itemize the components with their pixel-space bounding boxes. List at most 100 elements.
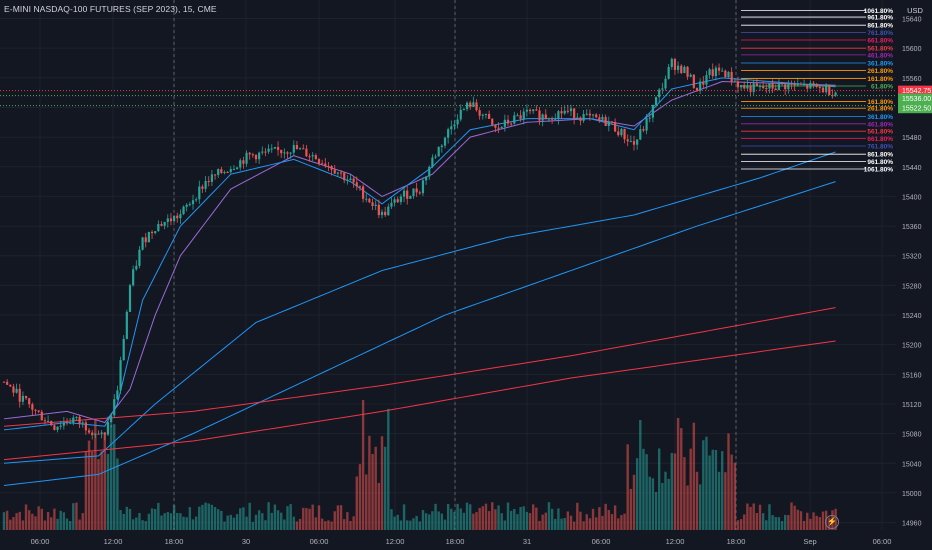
x-tick-label: 12:00: [386, 537, 405, 546]
volume-bar: [733, 462, 736, 530]
candle-body: [658, 89, 661, 98]
x-tick-label: 06:00: [592, 537, 611, 546]
candle-body: [207, 180, 210, 182]
candle-body: [56, 426, 59, 430]
volume-bar: [604, 503, 607, 530]
candle-body: [324, 163, 327, 166]
candle-body: [91, 432, 94, 436]
volume-bar: [799, 511, 803, 530]
candle-body: [166, 218, 169, 222]
volume-bar: [525, 511, 529, 530]
level-price-badge[interactable]: [898, 93, 932, 104]
candle-body: [236, 167, 239, 170]
volume-bar: [194, 516, 198, 530]
volume-bar: [406, 520, 409, 530]
candle-body: [384, 211, 387, 216]
candle-body: [264, 151, 267, 153]
volume-bar: [50, 517, 53, 530]
volume-bar: [308, 508, 311, 530]
candle-body: [182, 206, 185, 215]
volume-bar: [721, 451, 724, 530]
candle-body: [818, 86, 821, 88]
symbol-title[interactable]: E-MINI NASDAQ-100 FUTURES (SEP 2023), 15…: [4, 4, 217, 14]
candle-body: [65, 422, 69, 424]
candle-body: [371, 202, 374, 206]
candle-body: [705, 75, 708, 85]
candle-body: [2, 381, 6, 383]
volume-bar: [676, 417, 680, 530]
volume-bar: [541, 514, 544, 530]
volume-bar: [613, 505, 617, 530]
volume-bar: [242, 507, 245, 530]
candle-body: [229, 169, 232, 173]
fib-level-label: 661.80%: [867, 38, 893, 45]
volume-bar: [620, 515, 623, 530]
volume-bar: [629, 488, 633, 530]
y-tick-label: 15480: [902, 135, 922, 142]
candle-body: [355, 182, 358, 187]
fib-level-label: 161.80%: [867, 76, 893, 83]
volume-bar: [295, 521, 299, 530]
volume-bar: [59, 510, 62, 530]
candle-body: [362, 186, 365, 199]
volume-bar: [229, 514, 232, 530]
volume-bar: [462, 512, 466, 530]
level-price-badge[interactable]: [898, 103, 932, 114]
volume-bar: [610, 514, 614, 530]
volume-bar: [503, 520, 507, 530]
volume-bar: [768, 504, 771, 530]
volume-bar: [53, 508, 56, 530]
volume-bar: [692, 422, 696, 530]
fib-level-label: 761.80%: [867, 144, 893, 151]
volume-bar: [469, 504, 472, 530]
volume-bar: [374, 446, 377, 530]
candle-body: [727, 71, 730, 78]
volume-bar: [144, 521, 147, 530]
candle-body: [276, 146, 280, 150]
candle-body: [465, 102, 469, 110]
candle-body: [488, 114, 491, 119]
volume-bar: [412, 518, 415, 530]
candle-body: [428, 166, 431, 177]
volume-bar: [806, 512, 809, 530]
candle-body: [551, 118, 554, 120]
lightning-icon[interactable]: ⚡: [825, 515, 839, 529]
candle-body: [746, 85, 749, 89]
volume-bar: [623, 513, 626, 530]
x-tick-label: 18:00: [727, 537, 746, 546]
y-tick-label: 15240: [902, 313, 922, 320]
candle-body: [648, 117, 651, 119]
volume-bar: [78, 519, 81, 530]
candle-body: [179, 214, 182, 219]
level-price-badge-text: 15522.50: [902, 106, 931, 113]
volume-bar: [327, 520, 330, 530]
candle-body: [503, 119, 506, 127]
candle-body: [522, 111, 525, 119]
candle-body: [557, 111, 560, 119]
volume-bar: [645, 454, 648, 530]
volume-bar: [182, 516, 185, 530]
candle-body: [393, 199, 396, 203]
candle-body: [481, 114, 484, 116]
volume-bar: [730, 454, 733, 530]
candle-body: [406, 190, 409, 199]
volume-bar: [84, 451, 88, 530]
volume-bar: [207, 503, 210, 530]
candle-body: [374, 204, 377, 206]
candle-body: [790, 83, 793, 85]
volume-bar: [311, 504, 314, 530]
candle-body: [217, 169, 220, 176]
volume-bar: [579, 511, 582, 530]
volume-bar: [743, 514, 746, 530]
volume-bar: [239, 508, 242, 530]
candle-body: [84, 422, 87, 431]
fib-level-label: 261.80%: [867, 68, 893, 75]
volume-bar: [437, 511, 440, 530]
candle-body: [349, 178, 352, 181]
candle-body: [106, 422, 110, 435]
volume-bar: [15, 513, 18, 530]
candle-body: [626, 139, 629, 142]
fib-level-label: 1061.80%: [864, 167, 893, 174]
volume-bar: [248, 502, 251, 530]
